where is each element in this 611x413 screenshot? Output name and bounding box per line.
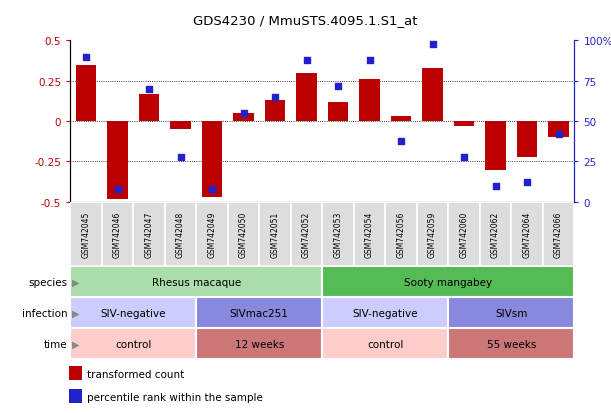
- Bar: [259, 202, 291, 266]
- Bar: [70, 266, 323, 297]
- Point: [207, 186, 217, 193]
- Bar: [202, 122, 222, 197]
- Point: [239, 110, 249, 117]
- Bar: [448, 328, 574, 359]
- Text: ▶: ▶: [71, 277, 79, 287]
- Text: GSM742066: GSM742066: [554, 211, 563, 258]
- Bar: [448, 297, 574, 328]
- Text: GSM742049: GSM742049: [208, 211, 216, 258]
- Point: [302, 57, 312, 64]
- Text: infection: infection: [21, 308, 67, 318]
- Bar: [548, 122, 569, 138]
- Text: ▶: ▶: [71, 308, 79, 318]
- Point: [333, 83, 343, 90]
- Bar: [391, 117, 411, 122]
- Bar: [133, 202, 165, 266]
- Text: GSM742051: GSM742051: [271, 211, 280, 257]
- Text: species: species: [28, 277, 67, 287]
- Point: [144, 86, 154, 93]
- Text: Rhesus macaque: Rhesus macaque: [152, 277, 241, 287]
- Text: SIVsm: SIVsm: [495, 308, 527, 318]
- Text: GSM742056: GSM742056: [397, 211, 406, 258]
- Bar: [70, 297, 196, 328]
- Text: GSM742053: GSM742053: [334, 211, 343, 258]
- Bar: [76, 65, 97, 122]
- Text: GSM742060: GSM742060: [459, 211, 469, 258]
- Point: [396, 138, 406, 145]
- Text: control: control: [115, 339, 152, 349]
- Bar: [233, 114, 254, 122]
- Text: GDS4230 / MmuSTS.4095.1.S1_at: GDS4230 / MmuSTS.4095.1.S1_at: [193, 14, 418, 27]
- Point: [491, 183, 500, 190]
- Point: [270, 95, 280, 101]
- Text: ▶: ▶: [71, 339, 79, 349]
- Point: [81, 54, 91, 61]
- Text: GSM742050: GSM742050: [239, 211, 248, 258]
- Bar: [417, 202, 448, 266]
- Point: [175, 154, 185, 161]
- Bar: [196, 328, 323, 359]
- Bar: [102, 202, 133, 266]
- Bar: [196, 202, 228, 266]
- Text: percentile rank within the sample: percentile rank within the sample: [87, 392, 263, 402]
- Bar: [485, 122, 506, 170]
- Point: [112, 186, 122, 193]
- Point: [554, 131, 563, 138]
- Bar: [354, 202, 386, 266]
- Bar: [454, 122, 474, 127]
- Text: GSM742059: GSM742059: [428, 211, 437, 258]
- Text: GSM742046: GSM742046: [113, 211, 122, 258]
- Bar: [296, 74, 316, 122]
- Bar: [480, 202, 511, 266]
- Bar: [448, 202, 480, 266]
- Point: [365, 57, 375, 64]
- Text: 55 weeks: 55 weeks: [486, 339, 536, 349]
- Bar: [323, 202, 354, 266]
- Bar: [543, 202, 574, 266]
- Text: GSM742054: GSM742054: [365, 211, 374, 258]
- Bar: [170, 122, 191, 130]
- Point: [522, 180, 532, 186]
- Text: GSM742045: GSM742045: [81, 211, 90, 258]
- Bar: [139, 95, 159, 122]
- Bar: [511, 202, 543, 266]
- Text: GSM742064: GSM742064: [522, 211, 532, 258]
- Text: GSM742048: GSM742048: [176, 211, 185, 257]
- Bar: [69, 366, 82, 380]
- Text: Sooty mangabey: Sooty mangabey: [404, 277, 492, 287]
- Text: transformed count: transformed count: [87, 369, 185, 379]
- Bar: [323, 266, 574, 297]
- Bar: [328, 102, 348, 122]
- Bar: [228, 202, 259, 266]
- Text: GSM742047: GSM742047: [145, 211, 153, 258]
- Bar: [323, 297, 448, 328]
- Bar: [70, 202, 102, 266]
- Bar: [386, 202, 417, 266]
- Text: GSM742052: GSM742052: [302, 211, 311, 257]
- Bar: [265, 101, 285, 122]
- Bar: [517, 122, 537, 157]
- Bar: [196, 297, 323, 328]
- Bar: [165, 202, 196, 266]
- Text: control: control: [367, 339, 403, 349]
- Text: time: time: [43, 339, 67, 349]
- Bar: [359, 80, 380, 122]
- Text: SIVmac251: SIVmac251: [230, 308, 289, 318]
- Text: 12 weeks: 12 weeks: [235, 339, 284, 349]
- Bar: [70, 328, 196, 359]
- Text: GSM742062: GSM742062: [491, 211, 500, 257]
- Text: SIV-negative: SIV-negative: [101, 308, 166, 318]
- Text: SIV-negative: SIV-negative: [353, 308, 418, 318]
- Bar: [323, 328, 448, 359]
- Bar: [422, 69, 443, 122]
- Bar: [291, 202, 323, 266]
- Bar: [108, 122, 128, 199]
- Bar: [69, 389, 82, 403]
- Point: [428, 41, 437, 48]
- Point: [459, 154, 469, 161]
